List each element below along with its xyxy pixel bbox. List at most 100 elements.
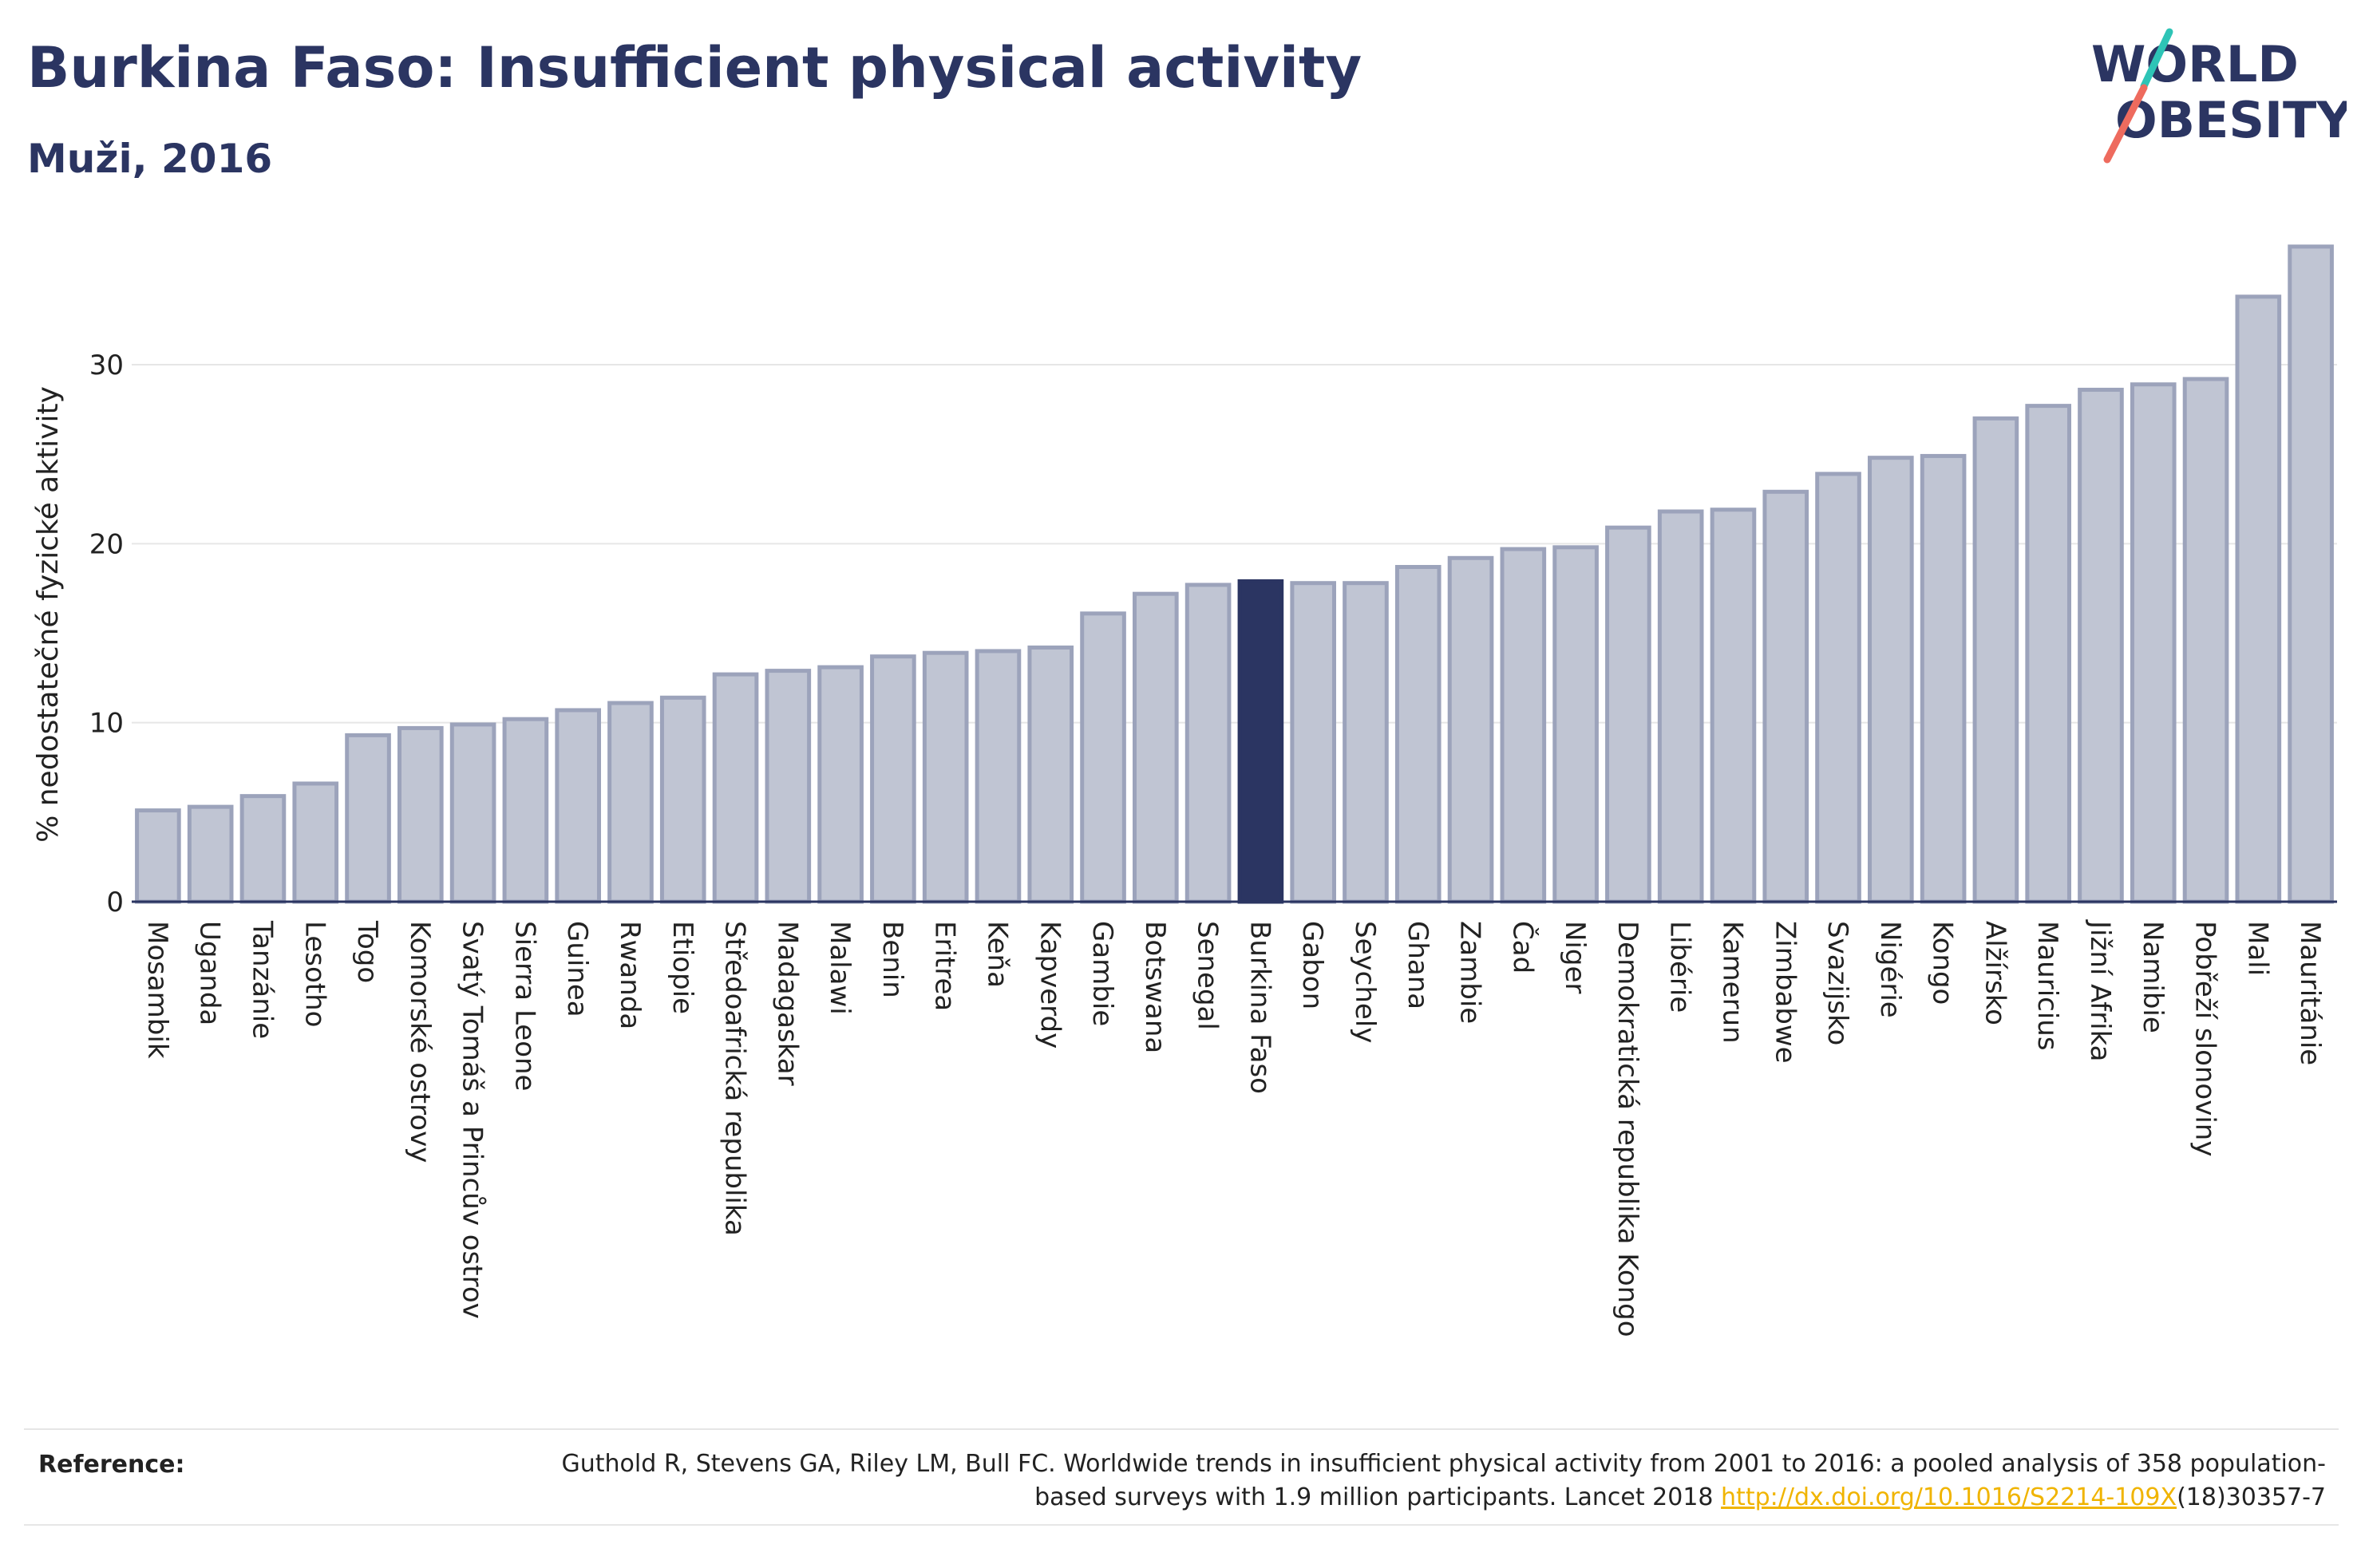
logo-slash-teal [2140,28,2173,90]
bar [2078,387,2124,904]
world-obesity-logo: WORLD OBESITY [2091,28,2347,164]
x-tick-label: Benin [876,921,908,998]
reference-label: Reference: [38,1451,185,1479]
x-tick-label: Etiopie [666,921,698,1014]
footer-top-divider [24,1428,2339,1430]
bar [292,781,339,904]
bar [1290,581,1336,904]
bar [975,649,1022,904]
bar [1762,489,1809,904]
x-tick-label: Seychely [1349,921,1381,1043]
bars [135,244,2334,904]
y-axis-title: % nedostatečné fyzické aktivity [32,386,65,843]
bar [449,722,496,904]
x-tick-label: Demokratická republika Kongo [1612,921,1643,1337]
reference-text: Guthold R, Stevens GA, Riley LM, Bull FC… [490,1448,2326,1515]
bar [1080,611,1126,904]
bar [1552,545,1599,904]
bar [1920,453,1967,904]
x-tick-label: Mauritánie [2294,921,2326,1065]
x-tick-label: Namibie [2137,921,2169,1033]
x-tick-label: Madagaskar [771,921,803,1086]
x-tick-label: Kapverdy [1034,921,1066,1049]
y-tick-label: 0 [106,887,124,918]
x-tick-label: Mosambik [141,921,173,1059]
bar [1605,525,1651,904]
bar [2288,244,2334,904]
axes: 0 10 20 30 [89,350,2337,918]
x-tick-label: Komorské ostrovy [404,921,436,1163]
bar [922,650,969,904]
bar [607,701,654,904]
x-tick-label: Zambie [1454,921,1486,1024]
bar [1500,547,1547,904]
chart-subtitle: Muži, 2016 [27,136,273,182]
x-tick-label: Kamerun [1716,921,1748,1044]
bar [870,654,916,904]
bar [712,672,759,904]
x-tick-label: Uganda [194,921,226,1025]
bar [1447,555,1494,904]
x-tick-label: Guinea [561,921,593,1017]
x-tick-label: Libérie [1664,921,1696,1013]
bar [135,808,181,904]
x-tick-label: Tanzánie [246,920,278,1039]
x-tick-label: Čad [1506,921,1539,974]
reference-doi-link[interactable]: http://dx.doi.org/10.1016/S2214-109X [1721,1483,2177,1511]
x-tick-label: Gambie [1086,921,1118,1026]
x-tick-label: Togo [351,920,383,983]
footer-bottom-divider [24,1524,2339,1526]
bar [1343,581,1389,904]
bar [555,708,601,904]
x-tick-labels: Mosambik Uganda Tanzánie Lesotho Togo Komorsk… [141,919,2326,1337]
y-tick-label: 20 [89,528,124,560]
bar [502,717,549,904]
x-tick-label: Zimbabwe [1769,921,1801,1064]
bar [1868,456,1914,904]
bar [817,665,864,904]
bar [187,804,234,904]
x-tick-label: Mauricius [2031,921,2063,1051]
y-tick-label: 30 [89,350,124,381]
bar [1657,509,1704,904]
x-tick-label: Nigérie [1874,921,1906,1018]
x-tick-label: Svazijsko [1821,921,1853,1045]
logo-line-1: WORLD [2091,35,2299,93]
bar [2182,377,2229,904]
reference-citation-suffix: (18)30357-7 [2177,1483,2326,1511]
bar [239,794,287,904]
bar [1710,508,1757,904]
x-tick-label: Pobřeží slonoviny [2189,921,2221,1156]
bar [1184,583,1232,904]
bar-chart: 0 10 20 30 Mosambik Uganda Tanzánie Lesotho Tog… [32,244,2337,1337]
bar [2025,404,2071,904]
x-tick-label: Niger [1559,921,1591,993]
x-tick-label: Gabon [1296,921,1328,1009]
logo-line-2: OBESITY [2115,91,2347,149]
x-tick-label: Botswana [1139,921,1171,1053]
bar [1815,472,1861,904]
x-tick-label: Kongo [1927,921,1959,1005]
x-tick-label: Lesotho [299,921,330,1027]
bar [765,669,812,904]
x-tick-label: Malawi [824,921,856,1015]
bar [659,695,706,904]
x-tick-label: Sierra Leone [508,921,540,1091]
x-tick-label: Jižní Afrika [2084,919,2116,1062]
bar-highlight [1237,579,1284,904]
x-tick-label: Keňa [981,921,1013,988]
bar [345,733,391,904]
x-tick-label: Ghana [1402,921,1434,1009]
bar [397,725,444,904]
bar [2130,382,2177,904]
bar [1972,416,2019,904]
bar [1133,591,1179,904]
gridlines [132,364,2337,724]
reference-citation: Guthold R, Stevens GA, Riley LM, Bull FC… [561,1450,2326,1511]
x-tick-label: Senegal [1192,921,1224,1030]
x-tick-label: Středoafrická republika [719,921,751,1236]
x-tick-label: Eritrea [929,921,961,1011]
logo-slash-coral [2103,84,2148,164]
x-tick-label: Rwanda [614,921,646,1029]
x-tick-label: Svatý Tomáš a Princův ostrov [457,921,488,1319]
